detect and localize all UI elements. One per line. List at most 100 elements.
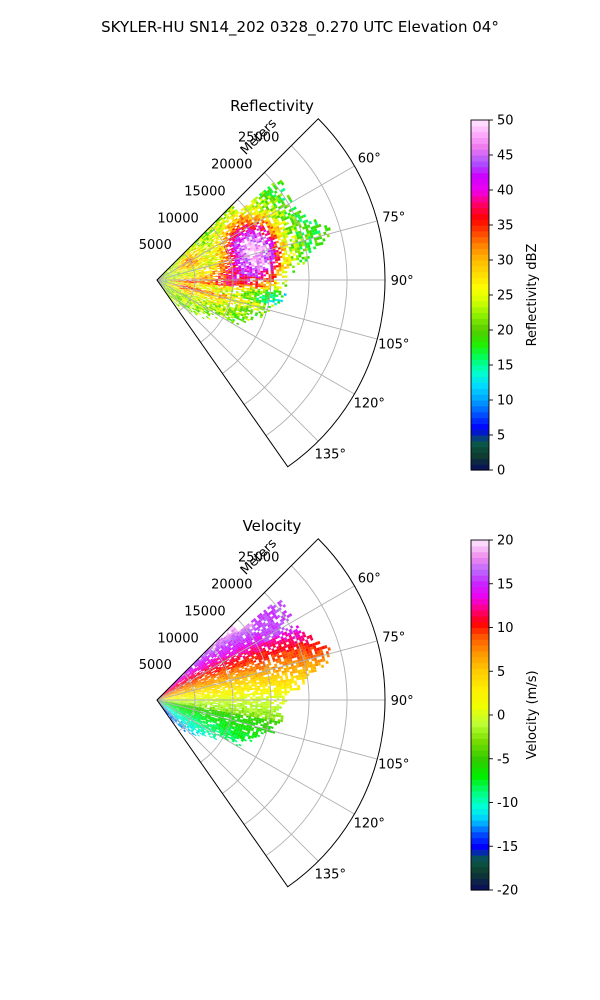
radar-gate <box>197 305 200 308</box>
radar-gate <box>219 255 222 258</box>
radar-gate <box>210 654 214 658</box>
radar-gate <box>235 295 238 298</box>
radar-gate <box>174 266 177 269</box>
radar-gate <box>267 227 272 231</box>
radar-gate <box>184 296 187 299</box>
radar-gate <box>222 265 225 268</box>
radar-gate <box>223 271 226 273</box>
radar-gate <box>166 274 170 276</box>
radar-gate <box>175 278 179 280</box>
radar-gate <box>208 651 212 655</box>
radar-gate <box>285 221 290 225</box>
radar-gate <box>197 659 200 662</box>
radar-gate <box>233 636 237 640</box>
radar-gate <box>251 204 255 208</box>
radar-gate <box>244 632 248 636</box>
radar-gate <box>237 652 241 655</box>
radar-gate <box>280 636 284 640</box>
radar-gate <box>200 686 203 688</box>
radar-gate <box>226 654 230 658</box>
radar-gate <box>219 301 223 304</box>
radar-gate <box>187 263 191 265</box>
radar-gate <box>182 679 186 682</box>
radar-gate <box>194 684 197 686</box>
radar-gate <box>243 267 247 270</box>
radar-gate <box>190 289 193 291</box>
radar-gate <box>170 689 173 692</box>
radar-gate <box>276 251 280 255</box>
radar-gate <box>168 267 171 270</box>
radar-gate <box>247 283 250 285</box>
radar-gate <box>177 693 180 695</box>
radar-gate <box>250 619 255 623</box>
radar-gate <box>167 281 171 283</box>
radar-gate <box>183 282 187 284</box>
radar-gate <box>196 276 200 278</box>
radar-gate <box>274 205 278 209</box>
radar-gate <box>270 293 274 297</box>
radar-gate <box>166 694 170 696</box>
radar-gate <box>203 310 207 313</box>
radar-gate <box>176 265 180 267</box>
range-ring <box>178 252 196 312</box>
radar-gate <box>221 303 225 306</box>
radar-gate <box>200 298 204 301</box>
radar-gate <box>214 670 218 673</box>
radar-gate <box>231 662 235 666</box>
radar-gate <box>192 254 195 257</box>
radar-gate <box>285 256 289 260</box>
radar-gate <box>165 286 168 288</box>
radar-gate <box>236 211 240 215</box>
radar-gate <box>242 281 245 284</box>
radar-gate <box>232 233 236 237</box>
radar-gate <box>194 664 198 667</box>
radar-gate <box>178 290 181 293</box>
radar-gate <box>209 284 213 286</box>
radar-gate <box>207 282 211 284</box>
radar-gate <box>248 671 252 674</box>
radar-gate <box>183 296 187 299</box>
radar-gate <box>195 303 198 306</box>
radar-gate <box>177 687 181 689</box>
radar-gate <box>271 253 275 256</box>
radar-gate <box>262 268 266 271</box>
radar-gate <box>274 236 278 240</box>
radar-gate <box>313 219 317 223</box>
radar-gate <box>207 234 210 238</box>
radar-gate <box>251 293 255 296</box>
radar-gate <box>209 285 213 287</box>
radar-gate <box>271 228 275 232</box>
radar-gate <box>205 657 209 660</box>
radar-gate <box>171 299 173 302</box>
radar-gate <box>243 265 247 268</box>
radar-gate <box>299 638 303 643</box>
radar-gate <box>172 263 175 266</box>
radar-gate <box>216 313 220 316</box>
radar-gate <box>186 275 189 277</box>
radar-gate <box>272 230 276 234</box>
radar-gate <box>175 281 179 282</box>
radar-gate <box>199 295 202 298</box>
radar-gate <box>200 668 204 671</box>
radar-gate <box>164 276 168 278</box>
radar-gate <box>173 265 177 268</box>
radar-gate <box>184 290 187 292</box>
radar-gate <box>172 273 175 275</box>
radar-gate <box>223 282 227 284</box>
radar-gate <box>314 651 319 655</box>
radar-gate <box>228 288 231 291</box>
radar-gate <box>198 296 202 299</box>
radar-gate <box>183 676 186 679</box>
radar-gate <box>250 642 254 646</box>
radar-gate <box>241 273 245 276</box>
radar-gate <box>234 633 238 637</box>
radar-gate <box>272 296 276 299</box>
radar-gate <box>188 253 191 256</box>
radar-gate <box>169 693 172 695</box>
radar-gate <box>189 675 193 678</box>
radar-gate <box>218 311 221 314</box>
radar-gate <box>248 261 252 264</box>
radar-gate <box>252 300 256 303</box>
radar-gate <box>219 676 223 679</box>
radar-gate <box>205 232 209 236</box>
